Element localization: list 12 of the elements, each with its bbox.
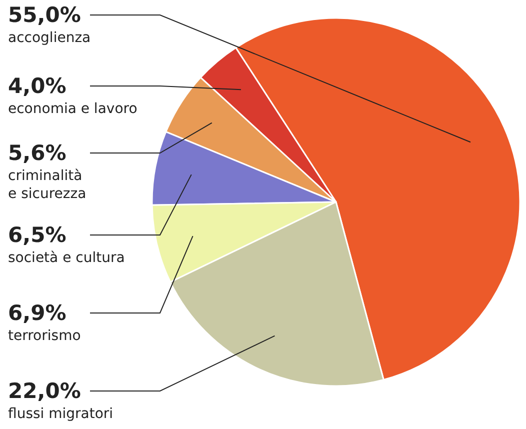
slice-label: accoglienza (8, 30, 91, 46)
data-label: 6,5% (8, 223, 66, 247)
data-label: 55,0% (8, 3, 81, 27)
slice-label: criminalità e sicurezza (8, 168, 86, 202)
slice-label: terrorismo (8, 328, 81, 344)
data-label: 22,0% (8, 379, 81, 403)
data-label: 4,0% (8, 74, 66, 98)
data-label: 5,6% (8, 141, 66, 165)
data-label: 6,9% (8, 301, 66, 325)
slice-label: società e cultura (8, 250, 125, 266)
slice-label: flussi migratori (8, 406, 114, 422)
slice-label: economia e lavoro (8, 101, 138, 117)
